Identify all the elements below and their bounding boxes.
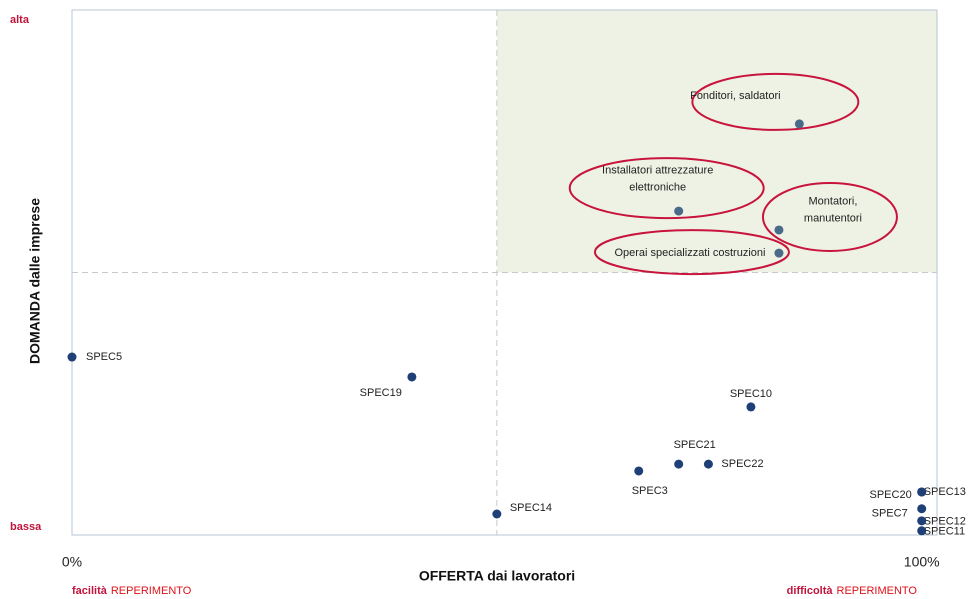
- point: [917, 516, 927, 526]
- point: [774, 225, 784, 235]
- point: [67, 352, 77, 362]
- highlight-ellipse: [568, 157, 765, 220]
- point-label: Installatori attrezzature: [602, 164, 713, 176]
- point: [746, 402, 756, 412]
- point-label: SPEC14: [510, 502, 552, 514]
- highlight-ellipse: [593, 229, 790, 276]
- point: [407, 372, 417, 382]
- point-label: SPEC3: [632, 485, 668, 497]
- point-label: SPEC10: [730, 388, 772, 400]
- point-label: Montatori,: [808, 195, 857, 207]
- x-axis-title: OFFERTA dai lavoratori: [419, 568, 575, 584]
- y-axis-title: DOMANDA dalle imprese: [27, 198, 43, 364]
- point: [634, 466, 644, 476]
- point: [492, 509, 502, 519]
- note: difficoltà REPERIMENTO: [787, 585, 918, 597]
- point-label: SPEC5: [86, 351, 122, 363]
- highlight-ellipse: [761, 181, 898, 252]
- note-text: REPERIMENTO: [837, 585, 918, 597]
- point-label: SPEC12: [924, 516, 966, 528]
- point-label: SPEC20: [870, 489, 912, 501]
- note-bold: facilità: [72, 585, 108, 597]
- x-tick-label: 0%: [62, 554, 82, 570]
- point-label: SPEC22: [721, 458, 763, 470]
- point-label: SPEC13: [924, 486, 966, 498]
- point: [774, 248, 784, 258]
- point-label: SPEC19: [360, 387, 402, 399]
- point: [794, 119, 804, 129]
- point-label: Operai specializzati costruzioni: [614, 247, 765, 259]
- point-label: elettroniche: [629, 181, 686, 193]
- note-bold: difficoltà: [787, 585, 834, 597]
- point: [674, 206, 684, 216]
- note: facilità REPERIMENTO: [72, 585, 192, 597]
- point: [674, 459, 684, 469]
- point: [917, 487, 927, 497]
- y-tick-label: bassa: [10, 521, 42, 533]
- point-label: SPEC11: [924, 526, 965, 538]
- note-text: REPERIMENTO: [111, 585, 192, 597]
- point: [703, 459, 713, 469]
- x-tick-label: 100%: [904, 554, 940, 570]
- quadrant-highlight: [496, 10, 937, 273]
- highlight-ellipse: [691, 72, 860, 131]
- point-label: SPEC21: [674, 439, 716, 451]
- point: [917, 526, 927, 536]
- point: [917, 504, 927, 514]
- y-tick-label: alta: [10, 14, 30, 26]
- point-label: manutentori: [804, 212, 862, 224]
- point-label: SPEC7: [872, 508, 908, 520]
- point-label: Fonditori, saldatori: [690, 90, 781, 102]
